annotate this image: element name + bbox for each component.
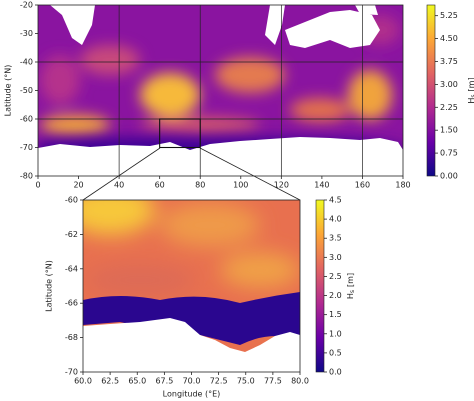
colorbar-tick-label: 0.0 [329, 368, 342, 377]
y-tick-label: -68 [65, 333, 78, 342]
y-tick-label: -64 [65, 264, 78, 273]
colorbar-label-part: [m] [467, 77, 474, 91]
colorbar-tick-label: 0.5 [329, 348, 342, 357]
x-tick-label: 80 [195, 181, 205, 190]
y-tick-label: -60 [65, 196, 78, 205]
colorbar [315, 199, 325, 373]
x-tick-label: 80.0 [291, 377, 309, 386]
connector [199, 147, 301, 201]
x-axis-label: Longitude (°E) [163, 390, 221, 399]
y-axis-label: Latitude (°N) [45, 260, 54, 312]
colorbar [426, 4, 436, 177]
zoom-box [159, 118, 201, 149]
x-tick-label: 72.5 [210, 377, 228, 386]
colorbar-tick-label: 4.0 [329, 215, 342, 224]
colorbar-tick-label: 4.50 [440, 34, 458, 43]
y-tick-label: -40 [20, 58, 33, 67]
colorbar-label-part: [m] [346, 273, 355, 287]
x-tick-label: 75.0 [237, 377, 255, 386]
x-tick-label: 120 [274, 181, 289, 190]
y-tick-label: -70 [20, 143, 33, 152]
x-tick-label: 77.5 [264, 377, 282, 386]
y-tick-label: -60 [20, 115, 33, 124]
colorbar-label-part: s [470, 94, 474, 97]
x-tick-label: 60 [155, 181, 165, 190]
colorbar-tick-label: 3.5 [329, 234, 342, 243]
colorbar-tick-label: 1.50 [440, 126, 458, 135]
y-tick-label: -62 [65, 230, 78, 239]
colorbar-tick-label: 0.75 [440, 149, 458, 158]
x-tick-label: 62.5 [101, 377, 119, 386]
x-tick-label: 100 [233, 181, 248, 190]
x-tick-label: 160 [355, 181, 370, 190]
x-tick-label: 70.0 [183, 377, 201, 386]
connector [82, 147, 161, 201]
colorbar-tick-label: 5.25 [440, 11, 458, 20]
y-tick-label: -30 [20, 29, 33, 38]
colorbar-label: Hs [m] [346, 273, 356, 299]
colorbar-tick-label: 3.00 [440, 80, 458, 89]
colorbar-tick-label: 2.5 [329, 272, 342, 281]
y-tick-label: -50 [20, 86, 33, 95]
x-tick-label: 60.0 [74, 377, 92, 386]
colorbar-tick-label: 4.5 [329, 196, 342, 205]
top-field [38, 5, 403, 176]
colorbar-label-part: H [467, 98, 474, 104]
x-tick-label: 65.0 [128, 377, 146, 386]
colorbar-tick-label: 2.25 [440, 103, 458, 112]
colorbar-tick-label: 3.75 [440, 57, 458, 66]
y-axis-label: Latitude (°N) [4, 65, 13, 117]
x-tick-label: 40 [114, 181, 124, 190]
colorbar-tick-label: 3.0 [329, 253, 342, 262]
x-tick-label: 20 [73, 181, 83, 190]
colorbar-tick-label: 1.5 [329, 310, 342, 319]
colorbar-label: Hs [m] [467, 77, 474, 103]
colorbar-label-part: H [346, 293, 355, 299]
colorbar-tick-label: 2.0 [329, 291, 342, 300]
y-tick-label: -66 [65, 299, 78, 308]
colorbar-label-part: s [349, 290, 356, 293]
y-tick-label: -80 [20, 172, 33, 181]
inset-field [83, 200, 300, 372]
colorbar-tick-label: 1.0 [329, 329, 342, 338]
x-tick-label: 0 [35, 181, 40, 190]
x-tick-label: 140 [314, 181, 329, 190]
y-tick-label: -20 [20, 1, 33, 10]
x-tick-label: 180 [395, 181, 410, 190]
colorbar-tick-label: 0.00 [440, 172, 458, 181]
x-tick-label: 67.5 [155, 377, 173, 386]
y-tick-label: -70 [65, 368, 78, 377]
